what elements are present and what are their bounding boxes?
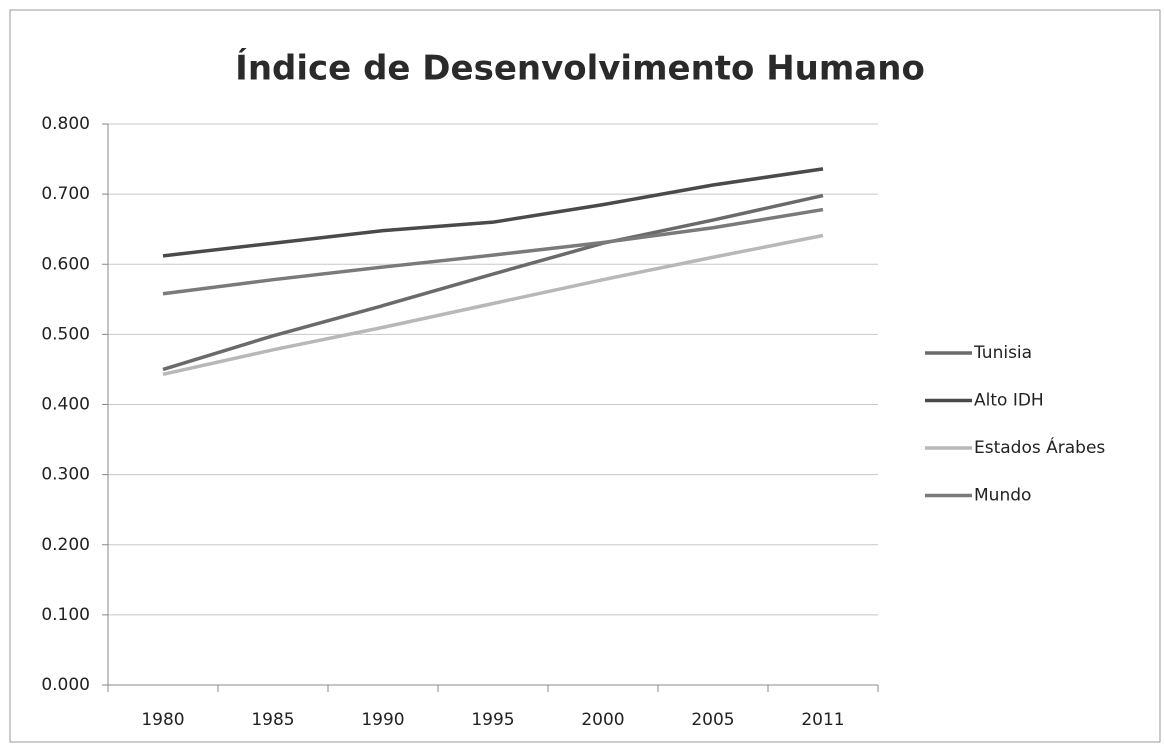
x-tick-label: 2005 [691,710,734,730]
x-tick-label: 2011 [801,710,844,730]
series-line [162,193,824,372]
y-tick-label: 0.100 [41,605,90,625]
series-line [162,167,824,258]
y-tick-label: 0.000 [41,675,90,695]
y-tick-label: 0.700 [41,184,90,204]
x-tick-label: 1990 [361,710,404,730]
y-tick-label: 0.400 [41,395,90,415]
y-tick-label: 0.300 [41,465,90,485]
x-tick-label: 1980 [141,710,184,730]
chart-frame [9,9,1161,743]
chart-title: Índice de Desenvolvimento Humano [235,48,925,89]
series-line [162,233,824,377]
legend-label: Tunisia [973,343,1032,363]
legend-label: Mundo [974,486,1031,506]
series-line [162,207,824,296]
legend-label: Alto IDH [974,391,1044,411]
x-tick-label: 2000 [581,710,624,730]
x-tick-label: 1985 [251,710,294,730]
y-tick-label: 0.500 [41,324,90,344]
legend-label: Estados Árabes [974,436,1105,458]
y-tick-label: 0.200 [41,535,90,555]
y-tick-label: 0.800 [41,114,90,134]
y-tick-label: 0.600 [41,254,90,274]
x-tick-label: 1995 [471,710,514,730]
